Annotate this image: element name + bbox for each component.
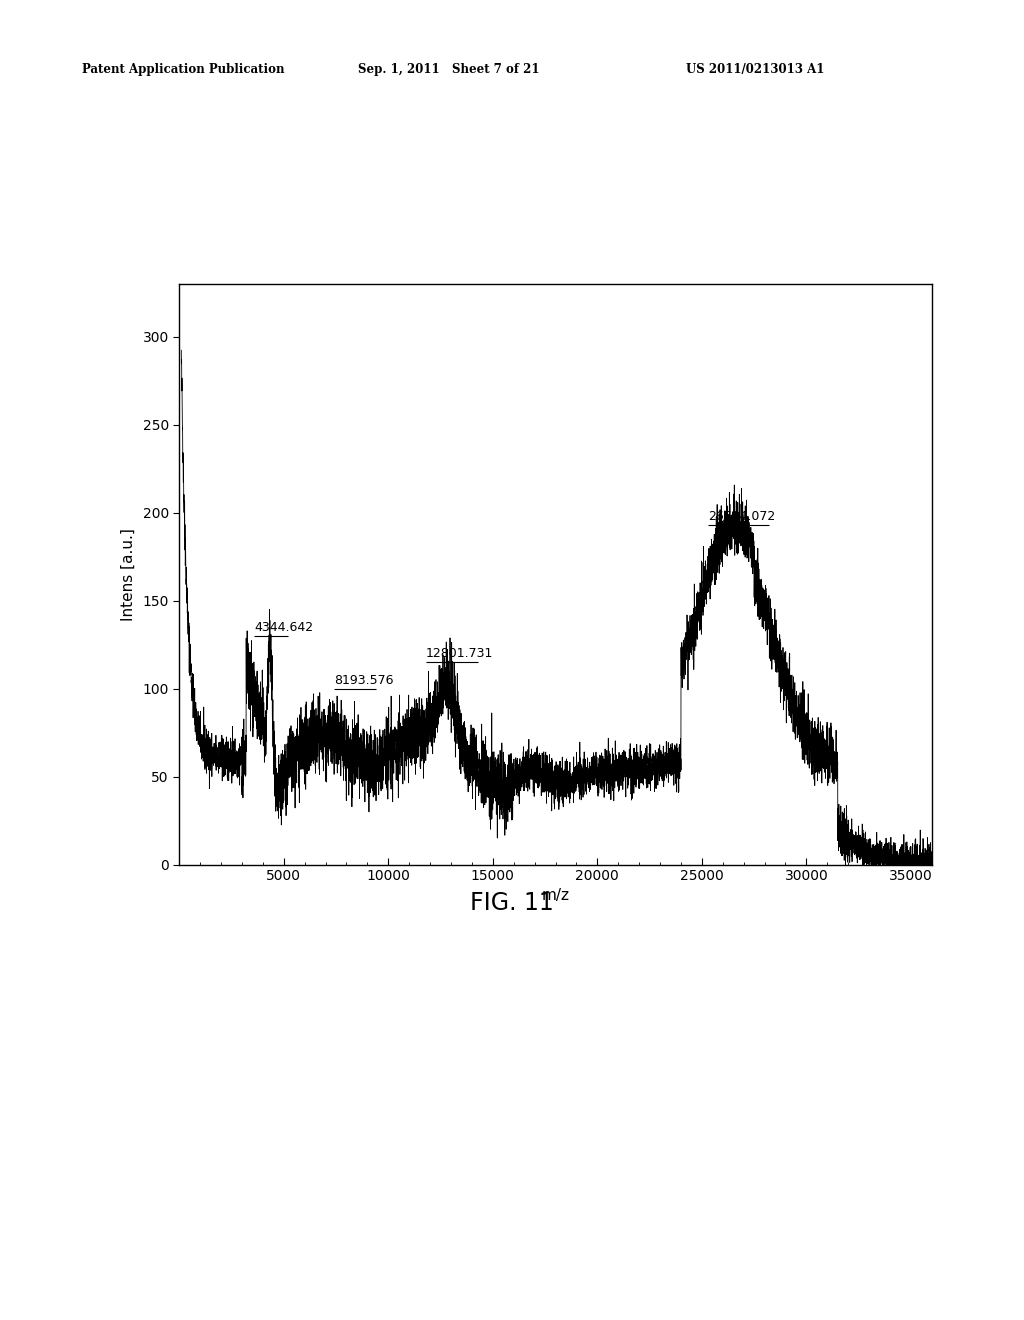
Text: 4344.642: 4344.642 — [254, 620, 313, 634]
Text: Patent Application Publication: Patent Application Publication — [82, 63, 285, 77]
Y-axis label: Intens [a.u.]: Intens [a.u.] — [121, 528, 135, 620]
Text: 12801.731: 12801.731 — [426, 647, 494, 660]
Text: US 2011/0213013 A1: US 2011/0213013 A1 — [686, 63, 824, 77]
Text: FIG. 11: FIG. 11 — [470, 891, 554, 915]
Text: 26664.072: 26664.072 — [709, 510, 775, 523]
Text: 8193.576: 8193.576 — [334, 673, 393, 686]
Text: Sep. 1, 2011   Sheet 7 of 21: Sep. 1, 2011 Sheet 7 of 21 — [358, 63, 540, 77]
X-axis label: m/z: m/z — [542, 887, 569, 903]
